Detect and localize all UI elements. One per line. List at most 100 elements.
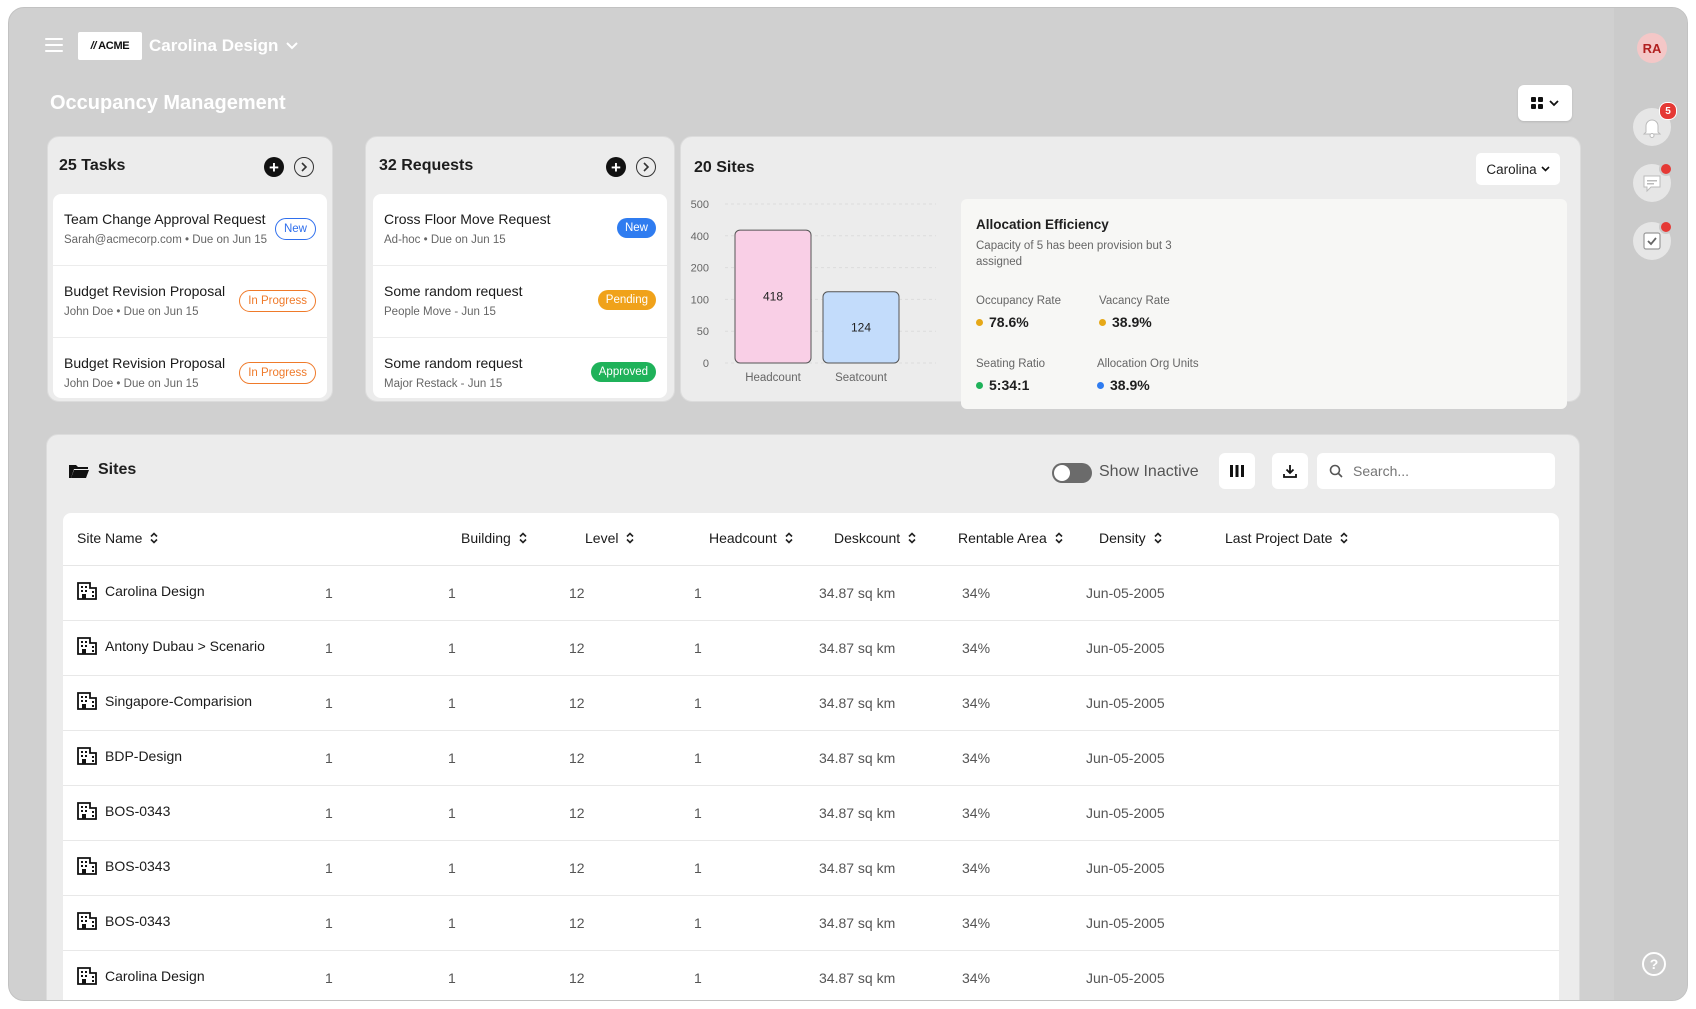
- site-name-cell[interactable]: BOS-0343: [77, 857, 170, 875]
- sites-table: Site Name Building Level Headcount Deskc…: [63, 513, 1559, 1000]
- building-icon: [77, 747, 97, 765]
- task-item[interactable]: Budget Revision Proposal John Doe • Due …: [53, 266, 327, 338]
- site-name: BOS-0343: [105, 858, 171, 874]
- status-badge: New: [274, 218, 316, 240]
- table-cell: 1: [694, 805, 702, 821]
- search-input[interactable]: [1351, 462, 1545, 480]
- table-cell: 12: [569, 970, 585, 986]
- table-cell: 1: [325, 805, 333, 821]
- messages-button[interactable]: [1633, 162, 1673, 202]
- column-header-rentable-area[interactable]: Rentable Area: [958, 530, 1063, 546]
- site-name: Carolina Design: [105, 968, 205, 984]
- bar-data-label: 124: [851, 320, 871, 334]
- table-cell: 1: [325, 750, 333, 766]
- sites-summary-card: 20 Sites Carolina 500 400 200 100 50 0 418 Head…: [680, 136, 1581, 409]
- chat-icon: [1643, 175, 1661, 193]
- table-cell: Jun-05-2005: [1086, 970, 1165, 986]
- show-inactive-label: Show Inactive: [1099, 463, 1199, 480]
- column-header-headcount[interactable]: Headcount: [709, 530, 793, 546]
- status-badge: Approved: [590, 362, 656, 382]
- sort-icon: [785, 532, 793, 544]
- tasks-list: Team Change Approval Request Sarah@acmec…: [53, 194, 327, 398]
- task-title: Budget Revision Proposal: [64, 355, 226, 371]
- site-name-cell[interactable]: BOS-0343: [77, 912, 170, 930]
- table-cell: 1: [325, 860, 333, 876]
- table-row[interactable]: BDP-Design 1 1 12 1 34.87 sq km 34% Jun-05-2005: [63, 731, 1559, 786]
- tasks-card: 25 Tasks + Team Change Approval Request …: [47, 136, 333, 402]
- table-row[interactable]: BOS-0343 1 1 12 1 34.87 sq km 34% Jun-05-2005: [63, 841, 1559, 896]
- table-row[interactable]: Singapore-Comparision 1 1 12 1 34.87 sq km 34%…: [63, 676, 1559, 731]
- table-cell: Jun-05-2005: [1086, 750, 1165, 766]
- site-name-cell[interactable]: Carolina Design: [77, 582, 205, 600]
- site-filter-select[interactable]: Carolina: [1476, 153, 1560, 185]
- site-name-cell[interactable]: BDP-Design: [77, 747, 182, 765]
- org-switcher[interactable]: Carolina Design: [149, 36, 299, 56]
- request-item[interactable]: Some random request Major Restack - Jun …: [373, 338, 667, 398]
- column-header-level[interactable]: Level: [585, 530, 635, 546]
- table-cell: 1: [325, 585, 333, 601]
- site-name: BOS-0343: [105, 803, 171, 819]
- table-cell: 1: [694, 750, 702, 766]
- tasks-button[interactable]: [1633, 220, 1673, 260]
- request-meta: Major Restack - Jun 15: [384, 378, 503, 390]
- table-row[interactable]: BOS-0343 1 1 12 1 34.87 sq km 34% Jun-05-2005: [63, 786, 1559, 841]
- table-cell: 1: [325, 695, 333, 711]
- bar-headcount[interactable]: [734, 229, 812, 364]
- user-avatar[interactable]: RA: [1637, 33, 1667, 63]
- site-filter-value: Carolina: [1486, 161, 1537, 177]
- table-cell: 12: [569, 585, 585, 601]
- task-item[interactable]: Budget Revision Proposal John Doe • Due …: [53, 338, 327, 398]
- column-header-last-project-date[interactable]: Last Project Date: [1225, 530, 1348, 546]
- table-cell: 1: [448, 805, 456, 821]
- site-name: BOS-0343: [105, 913, 171, 929]
- help-icon[interactable]: ?: [1642, 952, 1666, 976]
- site-name-cell[interactable]: Singapore-Comparision: [77, 692, 252, 710]
- company-logo[interactable]: // ACME: [78, 32, 142, 60]
- task-meta: John Doe • Due on Jun 15: [64, 378, 199, 390]
- site-name: Singapore-Comparision: [105, 693, 253, 709]
- table-cell: 1: [448, 915, 456, 931]
- notifications-button[interactable]: 5: [1633, 102, 1677, 146]
- table-row[interactable]: Carolina Design 1 1 12 1 34.87 sq km 34% Jun-05…: [63, 566, 1559, 621]
- columns-button[interactable]: [1219, 453, 1255, 489]
- status-dot: [976, 318, 983, 326]
- view-selector[interactable]: [1518, 85, 1572, 121]
- messages-indicator: [1659, 162, 1673, 176]
- chevron-down-icon: [286, 42, 299, 50]
- open-tasks-button[interactable]: [294, 157, 314, 177]
- table-row[interactable]: Antony Dubau > Scenario 1 1 12 1 34.87 sq km 3…: [63, 621, 1559, 676]
- menu-icon[interactable]: [45, 38, 63, 52]
- bar-seatcount[interactable]: [822, 291, 900, 364]
- sort-icon: [519, 532, 527, 544]
- table-row[interactable]: Carolina Design 1 1 12 1 34.87 sq km 34% Jun-05…: [63, 951, 1559, 1000]
- search-box[interactable]: [1317, 453, 1555, 489]
- site-name-cell[interactable]: Antony Dubau > Scenario: [77, 637, 265, 655]
- column-header-site-name[interactable]: Site Name: [77, 530, 158, 546]
- column-header-deskcount[interactable]: Deskcount: [834, 530, 916, 546]
- request-item[interactable]: Some random request People Move - Jun 15…: [373, 266, 667, 338]
- y-tick-label: 100: [691, 294, 709, 306]
- table-cell: 1: [694, 860, 702, 876]
- bell-icon: [1642, 119, 1662, 138]
- search-icon: [1329, 464, 1343, 478]
- table-cell: 34.87 sq km: [819, 640, 896, 656]
- table-row[interactable]: BOS-0343 1 1 12 1 34.87 sq km 34% Jun-05-2005: [63, 896, 1559, 951]
- show-inactive-toggle[interactable]: [1052, 463, 1092, 483]
- y-tick-label: 200: [691, 263, 709, 275]
- site-name-cell[interactable]: BOS-0343: [77, 802, 170, 820]
- task-item[interactable]: Team Change Approval Request Sarah@acmec…: [53, 194, 327, 266]
- column-header-density[interactable]: Density: [1099, 530, 1162, 546]
- add-request-button[interactable]: +: [606, 157, 626, 177]
- requests-list: Cross Floor Move Request Ad-hoc • Due on…: [373, 194, 667, 398]
- status-badge: New: [616, 218, 656, 238]
- status-dot: [976, 381, 983, 389]
- download-button[interactable]: [1272, 453, 1308, 489]
- table-cell: 1: [448, 970, 456, 986]
- request-item[interactable]: Cross Floor Move Request Ad-hoc • Due on…: [373, 194, 667, 266]
- add-task-button[interactable]: +: [264, 157, 284, 177]
- site-name-cell[interactable]: Carolina Design: [77, 967, 205, 985]
- table-cell: Jun-05-2005: [1086, 585, 1165, 601]
- open-requests-button[interactable]: [636, 157, 656, 177]
- column-header-building[interactable]: Building: [461, 530, 527, 546]
- chevron-down-icon: [1541, 166, 1550, 172]
